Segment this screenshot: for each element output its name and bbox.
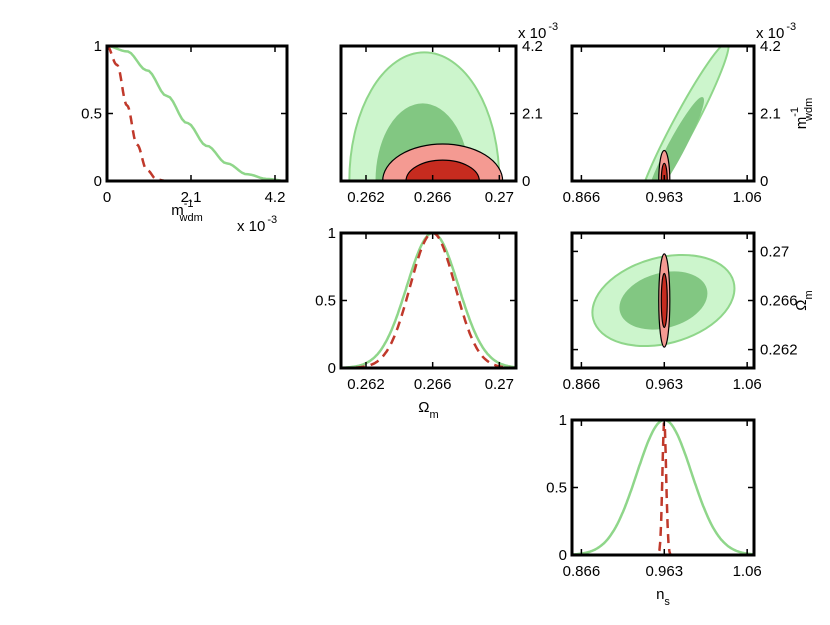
x-axis-label-sup: -1 xyxy=(184,198,194,210)
series-broad-posterior xyxy=(341,233,516,368)
scale-exponent: -3 xyxy=(267,214,277,226)
plot-area xyxy=(348,51,504,181)
x-axis-label-main: n xyxy=(656,586,664,603)
y-tick-label: 2.1 xyxy=(522,106,543,123)
panel-p13: 0.866 0.963 1.060 2.1 4.2x 10 -3 m-1 wdm xyxy=(563,21,815,206)
scale-base: x 10 xyxy=(756,25,784,42)
x-tick-label: 0.27 xyxy=(485,189,514,206)
axes-frame xyxy=(339,231,518,370)
y-tick-label: 4.2 xyxy=(760,38,781,55)
x-tick-label: 1.06 xyxy=(733,376,762,393)
x-axis-label: Ωm xyxy=(418,399,438,421)
y-axis-label-main: m xyxy=(793,117,810,130)
x-tick-label: 0.266 xyxy=(414,376,452,393)
x-tick-label: 0.266 xyxy=(414,189,452,206)
x-axis-label-main: m xyxy=(171,202,184,219)
x-axis-label-sub: s xyxy=(664,596,670,608)
x-axis-label: ns xyxy=(656,586,670,608)
y-tick-label: 0.266 xyxy=(760,293,798,310)
x-tick-label: 0.963 xyxy=(646,189,684,206)
series-broad-posterior xyxy=(107,46,287,181)
x-tick-label: 1.06 xyxy=(733,563,762,580)
scale-exponent: -3 xyxy=(786,21,796,33)
x-tick-label: 0.866 xyxy=(563,189,601,206)
plot-area xyxy=(107,46,287,181)
y-axis-label-main: Ω xyxy=(793,299,810,310)
x-tick-label: 2.1 xyxy=(181,189,202,206)
contour-green-68- xyxy=(646,97,705,181)
y-tick-label: 0.5 xyxy=(315,293,336,310)
y-tick-label: 4.2 xyxy=(522,38,543,55)
y-tick-label: 0.5 xyxy=(546,480,567,497)
y-tick-label: 0 xyxy=(328,360,336,377)
axis-scale-label: x 10 -3 xyxy=(756,21,796,42)
y-tick-label: 2.1 xyxy=(760,106,781,123)
y-tick-label: 0 xyxy=(522,173,530,190)
plot-area xyxy=(636,46,730,181)
contour-red-68- xyxy=(405,159,480,181)
x-axis-label-sub: m xyxy=(430,409,439,421)
x-tick-label: 0.866 xyxy=(563,376,601,393)
y-tick-label: 0.262 xyxy=(760,342,798,359)
plot-area xyxy=(341,233,516,368)
y-tick-label: 1 xyxy=(94,38,102,55)
series-narrow-posterior xyxy=(572,422,754,555)
series-narrow-posterior xyxy=(341,233,516,368)
x-tick-label: 0.262 xyxy=(347,189,385,206)
scale-base: x 10 xyxy=(518,25,546,42)
axes-frame xyxy=(105,44,289,183)
y-axis-label-sub: wdm xyxy=(803,98,815,122)
y-tick-label: 0 xyxy=(760,173,768,190)
panel-p12: 0.262 0.266 0.27 0 2.1 4.2x 10 -3 xyxy=(339,21,558,206)
y-tick-label: 0.27 xyxy=(760,243,789,260)
x-tick-label: 0.963 xyxy=(646,376,684,393)
y-tick-label: 0.5 xyxy=(81,106,102,123)
x-tick-label: 4.2 xyxy=(265,189,286,206)
x-axis-label-sub: wdm xyxy=(179,212,203,224)
x-tick-label: 0 xyxy=(103,189,111,206)
x-tick-label: 0.262 xyxy=(347,376,385,393)
y-tick-label: 1 xyxy=(559,412,567,429)
x-axis-label-main: Ω xyxy=(418,399,429,416)
panel-p23: 0.866 0.963 1.06 0.262 0.266 0.27 Ωm xyxy=(563,231,815,393)
panel-p11: 0 2.1 4.2 0 0.5 1 m-1 wdm x 10 -3 xyxy=(81,38,289,235)
plot-area xyxy=(591,253,736,348)
x-tick-label: 0.963 xyxy=(646,563,684,580)
axis-scale-label: x 10 -3 xyxy=(237,214,277,235)
y-axis-label-sup: -1 xyxy=(789,107,801,117)
x-tick-label: 0.866 xyxy=(563,563,601,580)
scale-exponent: -3 xyxy=(548,21,558,33)
scale-base: x 10 xyxy=(237,218,265,235)
x-tick-label: 1.06 xyxy=(733,189,762,206)
x-tick-label: 0.27 xyxy=(485,376,514,393)
axis-scale-label: x 10 -3 xyxy=(518,21,558,42)
y-axis-label-sub: m xyxy=(803,290,815,299)
panel-p22: 0.262 0.266 0.27 0 0.5 1 Ωm xyxy=(315,225,518,421)
y-axis-label: Ωm xyxy=(793,290,815,310)
y-tick-label: 1 xyxy=(328,225,336,242)
panel-p33: 0.866 0.963 1.06 0 0.5 1 ns xyxy=(546,412,762,608)
y-tick-label: 0 xyxy=(94,173,102,190)
x-axis-label: m-1 wdm xyxy=(171,198,203,224)
plot-area xyxy=(572,420,754,555)
series-narrow-posterior xyxy=(107,46,167,181)
y-axis-label: m-1 wdm xyxy=(789,98,815,130)
y-tick-label: 0 xyxy=(559,547,567,564)
contour-red-68- xyxy=(660,272,668,329)
